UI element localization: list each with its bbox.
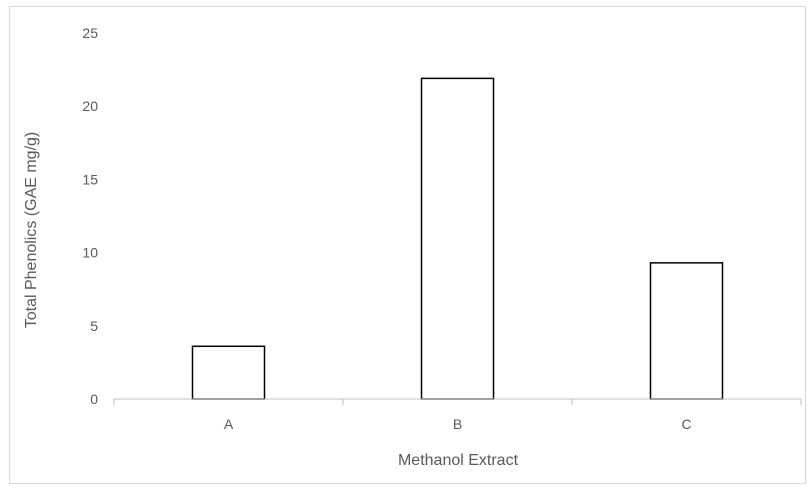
x-axis-ticks (113, 399, 802, 405)
y-tick-label: 5 (90, 318, 98, 334)
y-tick-label: 25 (82, 25, 98, 41)
x-axis-title: Methanol Extract (398, 452, 519, 469)
chart-area (9, 6, 806, 484)
x-tick-label: A (224, 416, 234, 432)
y-tick-label: 10 (82, 245, 98, 261)
bars (191, 77, 724, 400)
y-tick-label: 20 (82, 98, 98, 114)
y-tick-label: 0 (90, 391, 98, 407)
bar-c (649, 262, 724, 400)
x-tick-label: B (453, 416, 462, 432)
y-tick-labels: 0 5 10 15 20 25 (82, 25, 98, 407)
y-axis-title: Total Phenolics (GAE mg/g) (23, 132, 40, 329)
x-tick-labels: A B C (224, 416, 692, 432)
x-tick-label: C (681, 416, 691, 432)
y-tick-label: 15 (82, 171, 98, 187)
bar-b (420, 77, 495, 400)
bar-a (191, 345, 266, 400)
